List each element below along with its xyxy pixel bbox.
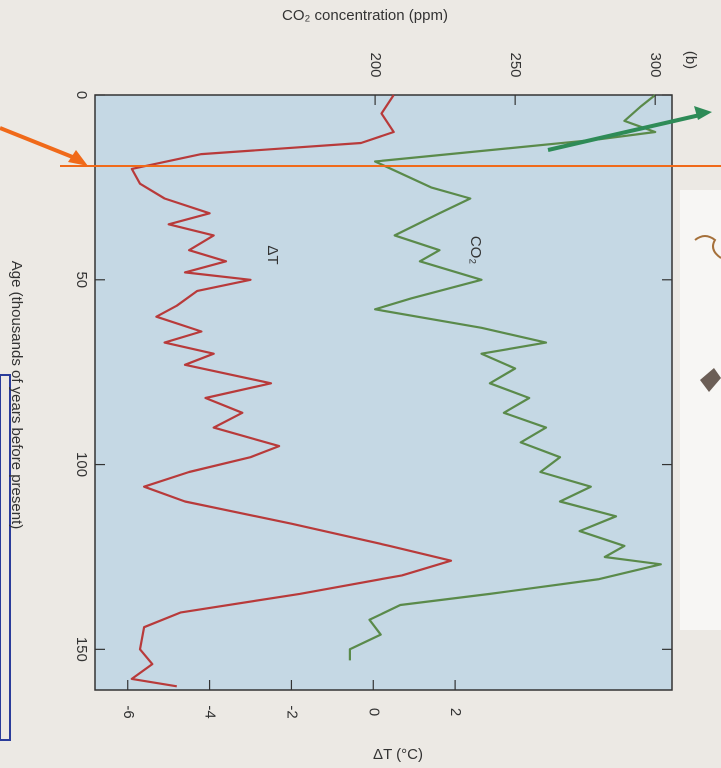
arrow: [0, 126, 81, 162]
side-photo-detail: [694, 235, 721, 259]
marks: [130, 94, 662, 688]
x-tick-label: 0: [73, 91, 90, 99]
series-line: [348, 94, 662, 661]
x-axis-label: Age (thousands of years before present): [8, 261, 25, 530]
x-tick-label: 50: [73, 271, 90, 288]
plot-area: [94, 94, 673, 691]
side-photo-detail: [700, 368, 721, 392]
y2-tick-label: 2: [447, 708, 464, 716]
y-tick-label: 250: [507, 52, 524, 77]
y-axis-label: CO₂ concentration (ppm): [282, 7, 448, 24]
arrow-head: [694, 106, 712, 120]
panel-label: (b): [682, 51, 699, 69]
series-line: [130, 94, 453, 688]
series-label: CO₂: [467, 236, 484, 265]
arrow: [547, 113, 701, 152]
arrow-head: [68, 150, 88, 166]
y-tick-label: 300: [647, 52, 664, 77]
y2-tick-label: -4: [202, 705, 219, 718]
x-tick-label: 100: [73, 452, 90, 477]
y2-tick-label: -6: [120, 705, 137, 718]
y2-axis-label: ΔT (°C): [373, 746, 423, 763]
y-tick-label: 200: [367, 52, 384, 77]
side-photo: [680, 190, 721, 630]
x-tick-label: 150: [73, 637, 90, 662]
y2-tick-label: 0: [365, 708, 382, 716]
side-box: [0, 374, 11, 741]
series-label: ΔT: [264, 245, 281, 264]
y2-tick-label: -2: [283, 705, 300, 718]
